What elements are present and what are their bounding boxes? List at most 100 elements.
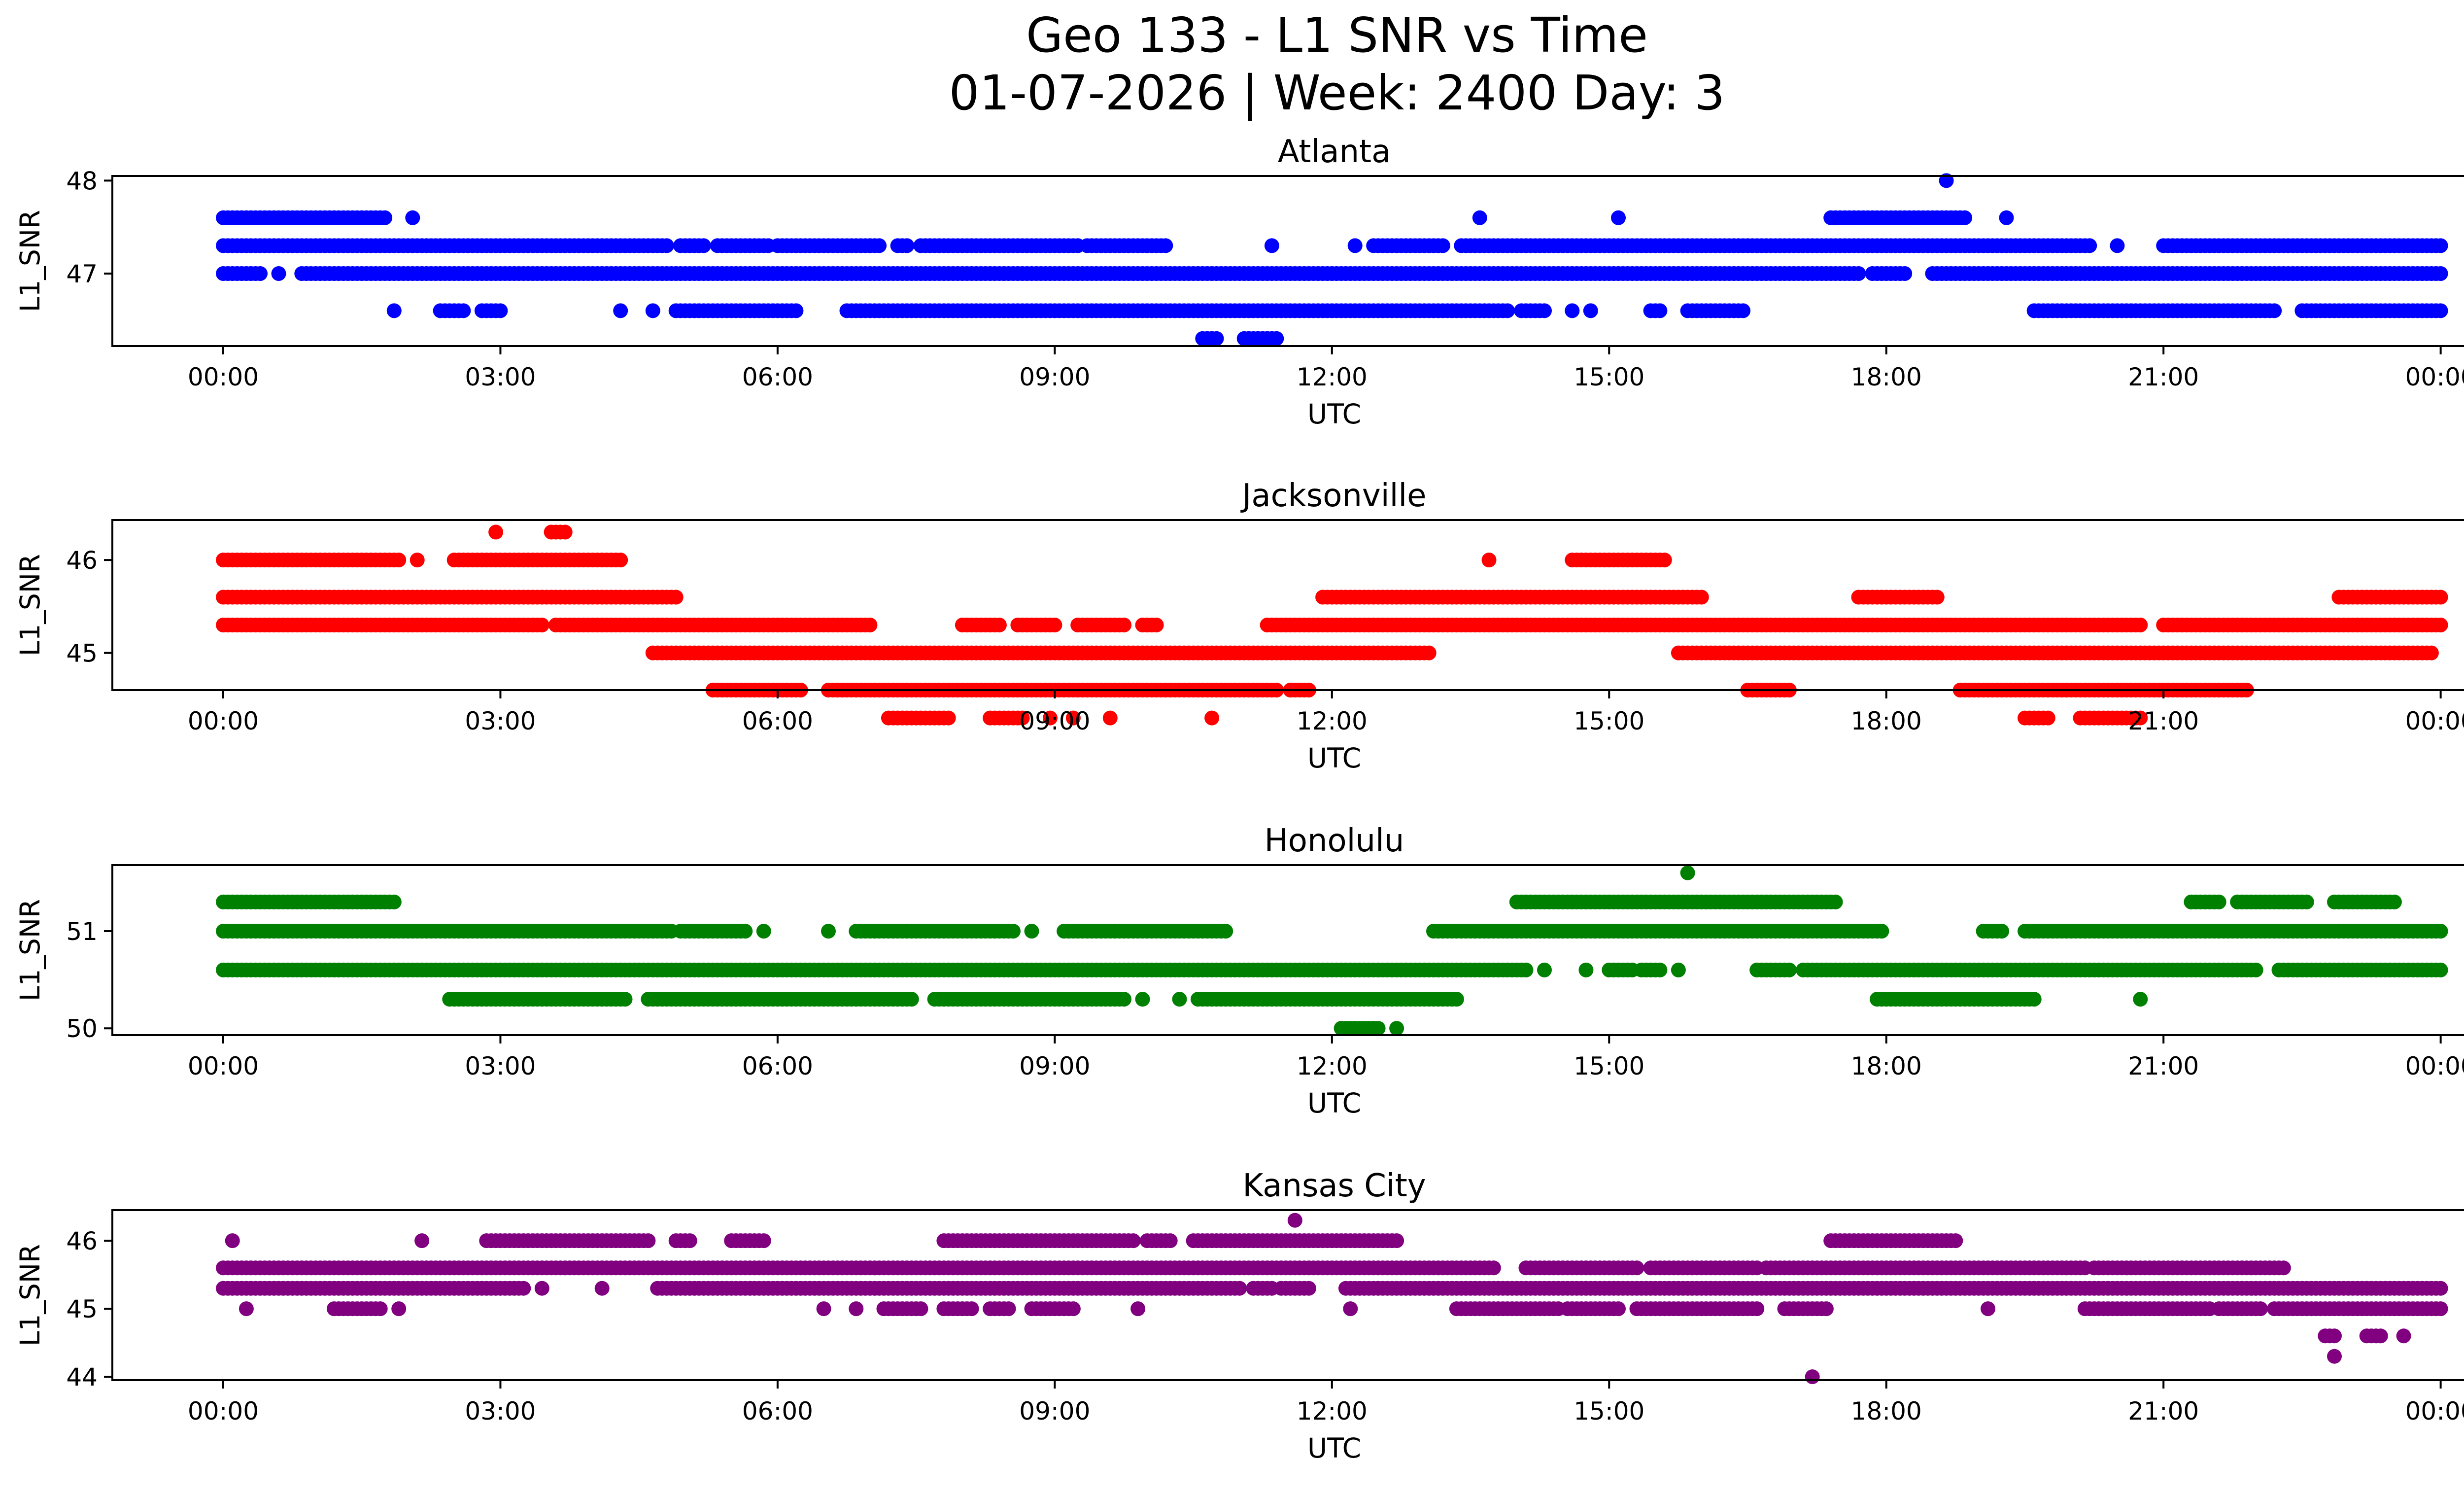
x-tick-label: 03:00 <box>465 363 536 391</box>
data-point <box>456 303 471 318</box>
data-point <box>613 553 628 568</box>
data-point <box>1435 238 1450 253</box>
data-point <box>1565 303 1580 318</box>
x-tick-label: 15:00 <box>1574 707 1644 735</box>
data-point <box>1851 266 1866 281</box>
data-point <box>1117 618 1131 632</box>
data-point <box>617 992 633 1007</box>
data-point <box>1781 962 1797 977</box>
data-point <box>1126 1233 1141 1249</box>
x-tick-label: 09:00 <box>1019 1052 1090 1080</box>
data-point <box>2299 894 2314 909</box>
data-point <box>1209 331 1224 346</box>
data-point <box>1897 266 1913 281</box>
data-point <box>2433 962 2448 977</box>
data-point <box>1158 238 1173 253</box>
x-tick-label: 03:00 <box>465 1052 536 1080</box>
data-point <box>1102 710 1118 726</box>
scatter-series <box>216 1213 2448 1385</box>
y-tick-label: 51 <box>66 917 98 946</box>
x-tick-label: 18:00 <box>1851 363 1922 391</box>
data-point <box>1694 590 1709 605</box>
data-point <box>788 303 804 318</box>
data-point <box>1287 1213 1302 1228</box>
data-point <box>1065 1301 1081 1317</box>
data-point <box>391 553 407 568</box>
data-point <box>1024 924 1039 939</box>
data-point <box>738 924 753 939</box>
x-tick-label: 18:00 <box>1851 1052 1922 1080</box>
data-point <box>964 1301 979 1317</box>
subplot-kansas-city: 00:00 03:00 06:00 09:00 12:00 15:00 18:00 21:00… <box>14 1168 2464 1464</box>
x-tick-label: 06:00 <box>742 1052 813 1080</box>
x-tick-label: 06:00 <box>742 707 813 735</box>
data-point <box>2267 303 2282 318</box>
data-point <box>2133 992 2148 1007</box>
scatter-series <box>216 173 2448 346</box>
data-point <box>1999 210 2014 225</box>
x-tick-label: 12:00 <box>1297 707 1368 735</box>
data-point <box>373 1301 388 1317</box>
x-tick-label: 18:00 <box>1851 707 1922 735</box>
figure-title-line1: Geo 133 - L1 SNR vs Time <box>1026 7 1648 63</box>
data-point <box>1218 924 1233 939</box>
scatter-series <box>216 865 2448 1036</box>
x-tick-label: 09:00 <box>1019 363 1090 391</box>
data-point <box>225 1233 240 1249</box>
data-point <box>410 553 425 568</box>
scatter-series <box>216 524 2448 726</box>
data-point <box>1343 1301 1358 1317</box>
data-point <box>659 238 674 253</box>
data-point <box>2133 618 2148 632</box>
data-point <box>1047 618 1062 632</box>
y-tick-label: 48 <box>66 167 98 195</box>
subplots: 00:00 03:00 06:00 09:00 12:00 15:00 18:00 21:00… <box>14 134 2464 1464</box>
data-point <box>1001 1301 1016 1317</box>
x-tick-label: 12:00 <box>1297 1052 1368 1080</box>
data-point <box>1421 645 1437 661</box>
data-point <box>696 238 711 253</box>
data-point <box>1957 210 1973 225</box>
data-point <box>1301 1281 1316 1296</box>
data-point <box>1135 992 1150 1007</box>
x-tick-label: 00:00 <box>2405 707 2464 735</box>
data-point <box>488 524 504 540</box>
data-point <box>1874 924 1889 939</box>
data-point <box>904 992 919 1007</box>
subplot-title: Jacksonville <box>1240 478 1427 514</box>
data-point <box>2110 238 2125 253</box>
data-point <box>1929 590 1945 605</box>
data-point <box>1657 553 1672 568</box>
subplot-atlanta: 00:00 03:00 06:00 09:00 12:00 15:00 18:00 21:00… <box>14 134 2464 430</box>
data-point <box>2387 894 2402 909</box>
data-point <box>1537 303 1552 318</box>
data-point <box>534 1281 549 1296</box>
y-tick-label: 47 <box>66 260 98 288</box>
data-point <box>2433 238 2448 253</box>
x-tick-label: 15:00 <box>1574 1052 1644 1080</box>
data-point <box>239 1301 254 1317</box>
data-point <box>2433 618 2448 632</box>
data-point <box>1629 1260 1644 1276</box>
data-point <box>1006 924 1021 939</box>
data-point <box>1264 238 1279 253</box>
subplot-title: Atlanta <box>1278 134 1391 170</box>
data-point <box>756 1233 771 1249</box>
data-point <box>1671 962 1686 977</box>
subplot-jacksonville: 00:00 03:00 06:00 09:00 12:00 15:00 18:00 21:00… <box>14 478 2464 774</box>
data-point <box>1130 1301 1146 1317</box>
data-point <box>2433 266 2448 281</box>
data-point <box>821 924 836 939</box>
data-point <box>941 710 956 726</box>
data-point <box>2433 590 2448 605</box>
y-tick-label: 50 <box>66 1014 98 1043</box>
x-axis-label: UTC <box>1307 398 1361 430</box>
x-tick-label: 00:00 <box>2405 1052 2464 1080</box>
subplot-title: Honolulu <box>1265 823 1404 859</box>
data-point <box>1500 303 1515 318</box>
data-point <box>1828 894 1843 909</box>
x-tick-label: 00:00 <box>188 1052 259 1080</box>
data-point <box>1652 962 1668 977</box>
data-point <box>2424 645 2439 661</box>
